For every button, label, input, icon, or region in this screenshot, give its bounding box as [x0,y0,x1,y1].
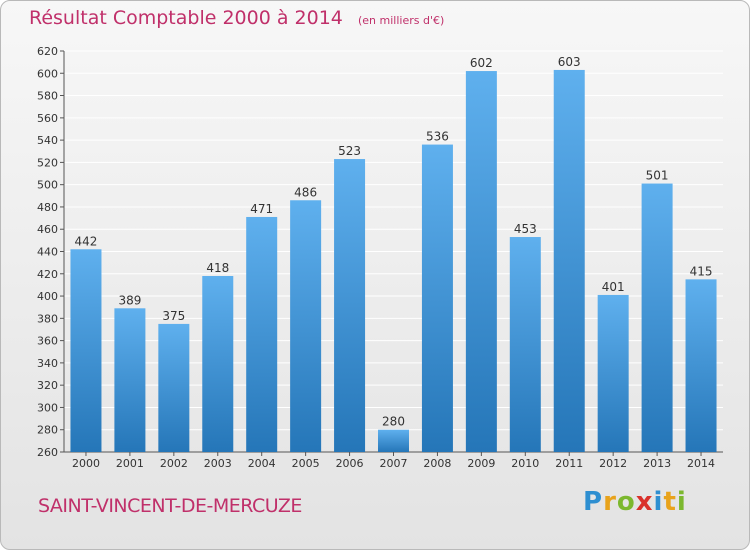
value-label-2007: 280 [382,415,405,429]
value-label-2003: 418 [206,261,229,275]
x-tick-label-2000: 2000 [72,457,100,470]
y-tick-label: 320 [37,379,58,392]
value-label-2009: 602 [470,56,493,70]
y-tick-label: 380 [37,312,58,325]
bar-2002 [158,323,190,452]
y-tick-label: 360 [37,335,58,348]
x-tick-label-2004: 2004 [248,457,276,470]
x-tick-label-2012: 2012 [599,457,627,470]
x-tick-label-2003: 2003 [204,457,232,470]
title-row: Résultat Comptable 2000 à 2014 (en milli… [29,7,444,29]
bar-2007 [378,429,409,452]
bar-2004 [246,216,278,452]
value-label-2008: 536 [426,130,449,144]
chart-subtitle: (en milliers d'€) [357,14,445,27]
x-tick-label-2011: 2011 [555,457,583,470]
x-tick-label-2013: 2013 [643,457,671,470]
x-tick-label-2010: 2010 [511,457,539,470]
data-labels: 442 389 375 418 471 486 523 280 536 602 453 603 401 5… [75,55,713,429]
bar-2005 [290,200,322,452]
x-tick-label-2006: 2006 [336,457,364,470]
value-label-2001: 389 [118,293,141,307]
value-label-2004: 471 [250,202,273,216]
bar-2003 [202,276,234,452]
y-tick-label: 280 [37,424,58,437]
value-label-2006: 523 [338,144,361,158]
bar-2008 [421,144,453,453]
y-tick-label: 340 [37,357,58,370]
logo-letter: P [583,487,604,517]
y-tick-label: 600 [37,67,58,80]
commune-name: SAINT-VINCENT-DE-MERCUZE [38,495,302,517]
bars [70,69,717,453]
bar-2012 [597,294,629,452]
x-tick-label-2005: 2005 [292,457,320,470]
logo-letter: o [616,487,636,517]
proxiti-logo: Proxiti [583,487,687,517]
x-tick-label-2002: 2002 [160,457,188,470]
bar-2001 [114,308,146,452]
chart-title: Résultat Comptable 2000 à 2014 [29,7,343,29]
logo-letter: t [663,487,677,517]
bar-2013 [641,183,673,452]
x-tick-label-2001: 2001 [116,457,144,470]
y-tick-label: 260 [37,446,58,459]
bar-2014 [685,279,717,452]
y-tick-label: 520 [37,156,58,169]
y-tick-label: 460 [37,223,58,236]
value-label-2000: 442 [75,234,98,248]
bar-2010 [509,237,541,452]
logo-letter: i [653,487,664,517]
value-label-2005: 486 [294,185,317,199]
bar-2006 [334,159,366,452]
x-tick-label-2014: 2014 [687,457,715,470]
value-label-2012: 401 [602,280,625,294]
logo-letter: x [635,487,654,517]
y-tick-label: 440 [37,246,58,259]
logo-letter: r [603,487,617,517]
value-label-2010: 453 [514,222,537,236]
bar-2009 [465,71,497,453]
logo-letter: i [676,487,687,517]
y-tick-label: 500 [37,179,58,192]
value-label-2014: 415 [690,264,713,278]
value-label-2013: 501 [646,169,669,183]
y-tick-label: 580 [37,90,58,103]
y-tick-label: 300 [37,401,58,414]
value-label-2011: 603 [558,55,581,69]
value-label-2002: 375 [162,309,185,323]
y-tick-label: 560 [37,112,58,125]
y-tick-label: 540 [37,134,58,147]
y-tick-label: 620 [37,45,58,58]
x-tick-label-2007: 2007 [380,457,408,470]
bar-2011 [553,69,585,453]
y-tick-label: 480 [37,201,58,214]
x-tick-label-2009: 2009 [467,457,495,470]
y-tick-label: 400 [37,290,58,303]
bar-2000 [70,249,102,452]
axes: 260 280 300 320 340 360 380 400 420 440 460 480 500 5… [37,45,723,470]
y-tick-label: 420 [37,268,58,281]
x-tick-label-2008: 2008 [423,457,451,470]
